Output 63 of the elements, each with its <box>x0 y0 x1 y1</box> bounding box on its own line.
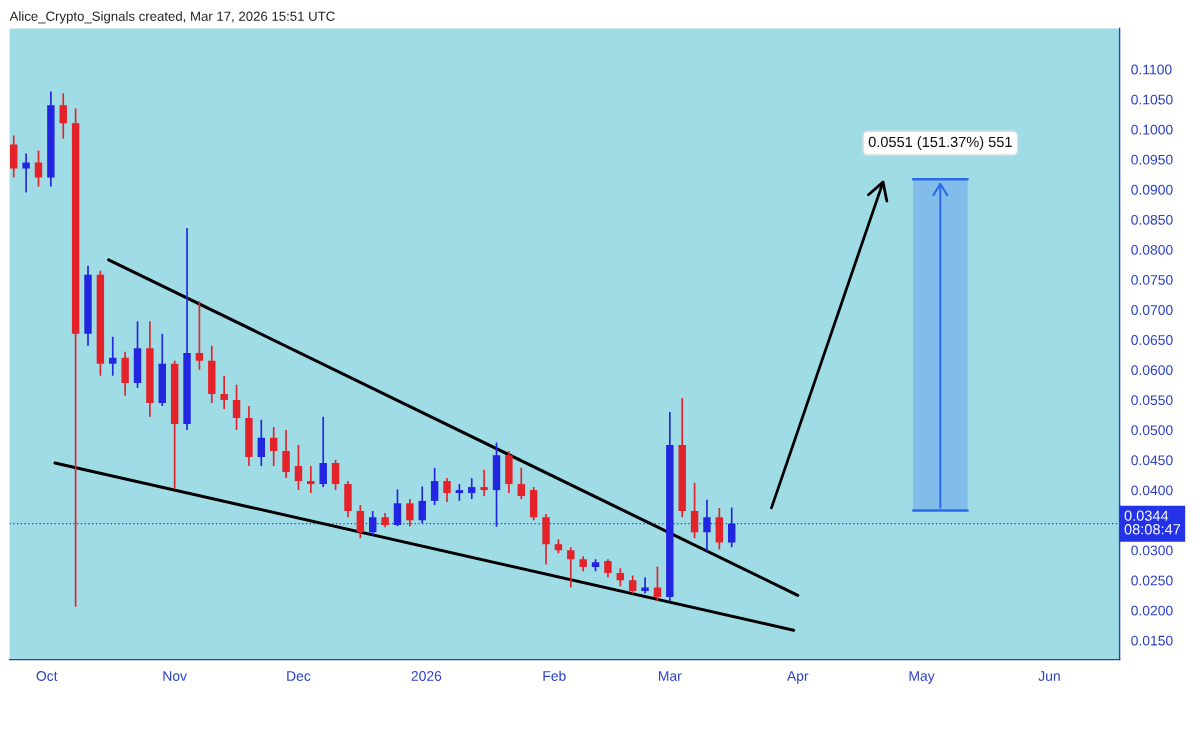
candlestick <box>319 415 327 488</box>
x-tick-label: Oct <box>36 671 58 681</box>
candlestick <box>480 468 488 497</box>
band-label: 0.0551 (151.37%) 551 <box>868 136 1012 150</box>
text: Alice_Crypto_Signals created, Mar 17, 2026 15:51 UTC <box>9 11 335 24</box>
candlestick <box>109 335 117 377</box>
candlestick <box>369 510 377 536</box>
candlestick <box>604 558 612 579</box>
y-tick-label: 0.1100 <box>1131 64 1172 75</box>
candlestick <box>703 498 711 553</box>
candlestick <box>430 466 439 506</box>
candlestick <box>418 485 426 524</box>
candlestick <box>294 444 303 491</box>
y-tick-label: 0.1050 <box>1131 94 1173 105</box>
y-tick-label: 0.0200 <box>1131 605 1173 616</box>
candlestick <box>257 418 266 467</box>
y-tick-label: 0.1000 <box>1131 124 1173 135</box>
x-tick-label: Apr <box>786 671 809 684</box>
y-tick-label: 0.0750 <box>1131 275 1173 285</box>
y-tick-label: 0.0800 <box>1131 244 1173 255</box>
candlestick <box>728 506 736 549</box>
candlestick <box>653 565 662 603</box>
candlestick <box>59 92 67 140</box>
ref-line-label: 0.0344 08:08:47 <box>1124 510 1181 535</box>
y-tick-label: 0.0900 <box>1131 184 1173 195</box>
y-tick-label: 0.0650 <box>1131 335 1173 345</box>
y-tick-label: 0.0300 <box>1131 545 1173 556</box>
x-tick-label: Dec <box>287 671 311 681</box>
y-tick-label: 0.0450 <box>1131 455 1173 466</box>
y-tick-label: 0.0500 <box>1131 425 1173 436</box>
y-tick-label: 0.0150 <box>1131 635 1173 646</box>
candlestick <box>628 574 637 595</box>
x-tick-label: Jun <box>1038 671 1060 681</box>
candlestick <box>690 482 699 540</box>
x-tick-label: Feb <box>543 670 566 681</box>
candlestick <box>616 567 625 588</box>
y-tick-label: 0.0550 <box>1131 395 1173 406</box>
candlestick <box>468 477 476 500</box>
candlestick <box>567 546 575 589</box>
candlestick <box>34 149 43 188</box>
candlestick <box>22 152 30 194</box>
candlestick <box>232 384 241 431</box>
candlestick <box>406 498 414 527</box>
candlestick <box>517 466 525 500</box>
candlestick <box>282 429 290 479</box>
candlestick <box>356 504 365 540</box>
y-tick-label: 0.0400 <box>1131 485 1173 496</box>
x-tick-label: Mar <box>659 671 682 681</box>
y-tick-label: 0.0600 <box>1131 365 1173 376</box>
candlestick <box>331 459 340 491</box>
candlestick <box>269 426 278 467</box>
y-tick-label: 0.0700 <box>1131 305 1173 315</box>
candlestick <box>220 375 228 410</box>
candlestick <box>307 465 315 494</box>
x-tick-label: May <box>909 671 935 684</box>
y-tick-label: 0.0850 <box>1131 214 1173 225</box>
candlestick <box>195 300 204 371</box>
y-tick-label: 0.0950 <box>1131 154 1173 165</box>
x-tick-label: Nov <box>163 671 187 681</box>
candlestick <box>393 488 402 527</box>
candlestick <box>443 477 451 503</box>
y-tick-label: 0.0250 <box>1131 575 1173 586</box>
x-tick-label: 2026 <box>411 671 442 681</box>
